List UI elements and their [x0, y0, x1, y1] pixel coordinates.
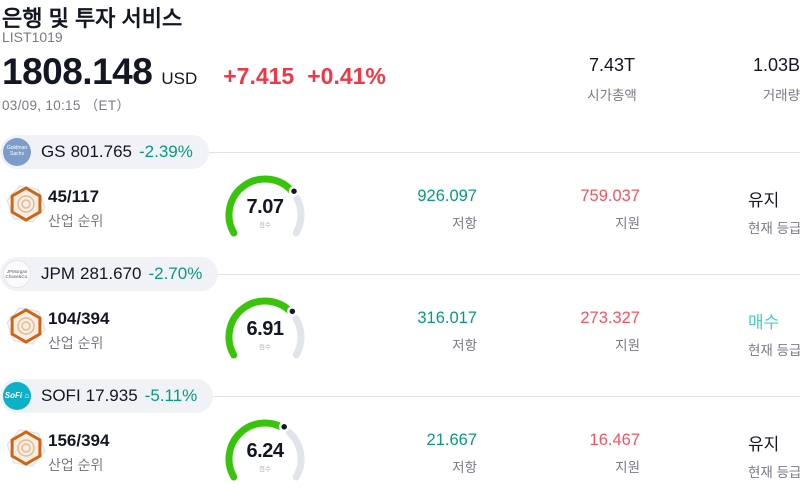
- symbol-header-row: JPMorgan Chase&Co. JPM 281.670 -2.70%: [0, 257, 800, 291]
- price-row: 1808.148 USD +7.415 +0.41%: [2, 51, 386, 93]
- industry-rank: 45/117 산업 순위: [48, 187, 104, 229]
- resistance-column: 316.017 저항: [417, 309, 477, 353]
- market-cap-label: 시가총액: [587, 88, 637, 103]
- divider-line: [208, 151, 800, 153]
- score-value: 7.07: [246, 196, 284, 218]
- ticker-symbol: SOFI: [41, 386, 81, 405]
- symbol-details: 45/117 산업 순위 7.07 점수 926.097 저항 759.037 …: [0, 175, 800, 250]
- divider-line: [218, 273, 800, 275]
- symbol-card-sofi: SoFi ⌂ SOFI 17.935 -5.11% 156/394 산업 순위: [0, 379, 800, 488]
- symbol-pill-sofi[interactable]: SoFi ⌂ SOFI 17.935 -5.11%: [0, 379, 214, 413]
- rating-column: 유지 현재 등급: [748, 191, 800, 236]
- score-value: 6.24: [246, 440, 284, 462]
- symbol-details: 104/394 산업 순위 6.91 점수 316.017 저항 273.327…: [0, 297, 800, 372]
- volume-value: 1.03B: [752, 55, 800, 75]
- page-title: 은행 및 투자 서비스: [2, 6, 183, 31]
- rating-column: 유지 현재 등급: [748, 435, 800, 480]
- score-label: 점수: [259, 344, 271, 351]
- symbol-change: -5.11%: [144, 386, 198, 405]
- resistance-column: 21.667 저항: [426, 431, 477, 475]
- industry-rank-badge-icon: [6, 425, 46, 476]
- industry-rank-badge-icon: [6, 303, 46, 354]
- volume-label: 거래량: [762, 88, 800, 103]
- support-column: 759.037 지원: [580, 187, 640, 231]
- jpm-logo: JPMorgan Chase&Co.: [3, 260, 31, 288]
- symbol-change: -2.39%: [139, 142, 193, 161]
- quote-datetime: 03/09, 10:15 （ET）: [2, 98, 131, 113]
- score-value: 6.91: [246, 318, 284, 340]
- symbol-pill-gs[interactable]: Goldman Sachs GS 801.765 -2.39%: [0, 135, 209, 169]
- industry-rank-badge-icon: [6, 181, 46, 232]
- divider-line: [213, 395, 800, 397]
- rating-column: 매수 현재 등급: [748, 313, 800, 358]
- symbol-pill-jpm[interactable]: JPMorgan Chase&Co. JPM 281.670 -2.70%: [0, 257, 219, 291]
- industry-rank: 156/394 산업 순위: [48, 431, 110, 473]
- industry-rank: 104/394 산업 순위: [48, 309, 110, 351]
- resistance-column: 926.097 저항: [417, 187, 477, 231]
- symbol-card-jpm: JPMorgan Chase&Co. JPM 281.670 -2.70% 10…: [0, 257, 800, 379]
- gs-logo: Goldman Sachs: [3, 138, 31, 166]
- score-label: 점수: [259, 466, 271, 473]
- market-cap-value: 7.43T: [588, 55, 636, 75]
- support-column: 16.467 지원: [589, 431, 640, 475]
- market-cap-stat: 7.43T 시가총액: [553, 55, 671, 104]
- score-label: 점수: [259, 222, 271, 229]
- symbol-card-gs: Goldman Sachs GS 801.765 -2.39% 45/117: [0, 135, 800, 257]
- ticker-symbol: JPM: [41, 264, 75, 283]
- symbol-change: -2.70%: [148, 264, 203, 283]
- symbol-price: 17.935: [85, 386, 138, 405]
- score-gauge: 6.91 점수: [217, 297, 313, 367]
- price-change-percent: +0.41%: [307, 63, 386, 89]
- symbol-header-row: Goldman Sachs GS 801.765 -2.39%: [0, 135, 800, 169]
- symbol-price: 801.765: [70, 142, 133, 161]
- symbol-price: 281.670: [80, 264, 142, 283]
- symbol-details: 156/394 산업 순위 6.24 점수 21.667 저항 16.467 지…: [0, 419, 800, 488]
- currency-label: USD: [161, 69, 198, 88]
- price-change-absolute: +7.415: [223, 63, 295, 89]
- score-gauge: 7.07 점수: [217, 175, 313, 245]
- ticker-symbol: GS: [41, 142, 66, 161]
- current-price: 1808.148: [2, 51, 153, 92]
- symbol-header-row: SoFi ⌂ SOFI 17.935 -5.11%: [0, 379, 800, 413]
- score-gauge: 6.24 점수: [217, 419, 313, 488]
- volume-stat: 1.03B 거래량: [682, 55, 800, 104]
- sofi-logo: SoFi ⌂: [3, 382, 31, 410]
- support-column: 273.327 지원: [580, 309, 640, 353]
- list-id: LIST1019: [2, 29, 63, 45]
